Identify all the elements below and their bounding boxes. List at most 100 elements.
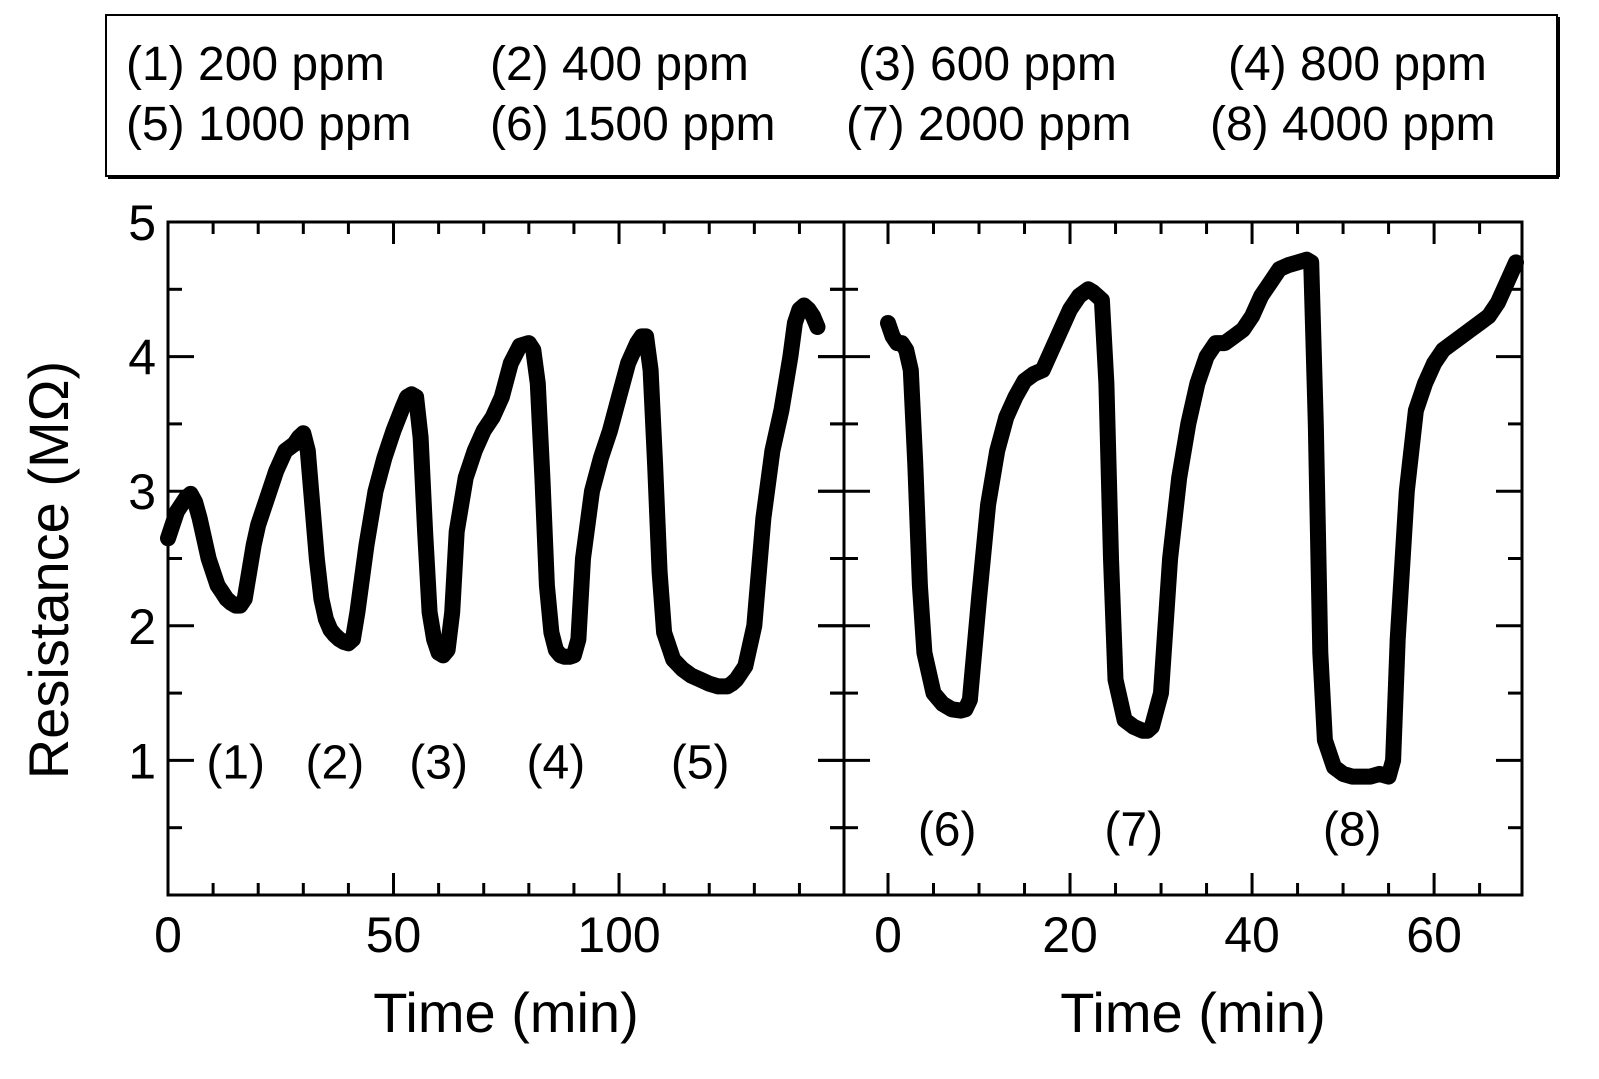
data-point — [1099, 376, 1114, 391]
data-point — [1172, 470, 1187, 485]
data-point — [386, 423, 401, 438]
concentration-label: (6) — [918, 804, 977, 857]
plot-frame-2 — [842, 220, 1524, 897]
data-point — [1381, 769, 1396, 784]
data-point — [188, 494, 203, 509]
data-point — [1481, 309, 1496, 324]
concentration-label: (4) — [527, 736, 586, 789]
data-point — [1044, 342, 1059, 357]
data-point — [278, 443, 293, 458]
data-point — [908, 457, 923, 472]
data-point — [422, 605, 437, 620]
data-point — [903, 363, 918, 378]
data-point — [1226, 329, 1241, 344]
data-point — [485, 410, 500, 425]
data-point — [675, 661, 690, 676]
data-point — [643, 363, 658, 378]
data-point — [1463, 322, 1478, 337]
data-point — [603, 423, 618, 438]
data-point — [999, 410, 1014, 425]
data-point — [1326, 760, 1341, 775]
data-point — [1490, 295, 1505, 310]
y-tick-label: 2 — [128, 599, 156, 655]
data-point — [165, 517, 180, 532]
legend-entry-7: (7) 2000 ppm — [846, 98, 1132, 151]
data-point — [810, 319, 825, 334]
data-point — [350, 605, 365, 620]
data-point — [621, 356, 636, 371]
data-point — [246, 538, 261, 553]
data-point — [566, 648, 581, 663]
data-point — [1063, 302, 1078, 317]
data-point — [1263, 275, 1278, 290]
data-point — [1163, 551, 1178, 566]
data-point — [756, 511, 771, 526]
data-point — [1103, 551, 1118, 566]
data-point — [237, 591, 252, 606]
data-point — [309, 551, 324, 566]
data-point — [1072, 289, 1087, 304]
data-point — [657, 625, 672, 640]
data-point — [1386, 753, 1401, 768]
data-point — [1472, 315, 1487, 330]
data-point — [639, 329, 654, 344]
data-point — [476, 423, 491, 438]
data-point — [526, 342, 541, 357]
data-point — [783, 349, 798, 364]
legend-entry-6: (6) 1500 ppm — [490, 98, 776, 151]
data-point — [1313, 645, 1328, 660]
data-point — [1181, 416, 1196, 431]
data-point — [1436, 342, 1451, 357]
data-point — [1390, 632, 1405, 647]
legend-entry-4: (4) 800 ppm — [1228, 38, 1487, 91]
data-point — [296, 426, 311, 441]
data-point — [1035, 363, 1050, 378]
data-point — [612, 389, 627, 404]
concentration-label: (2) — [306, 736, 365, 789]
data-point — [1144, 719, 1159, 734]
data-point — [1245, 309, 1260, 324]
data-point — [251, 517, 266, 532]
data-point — [899, 342, 914, 357]
plot-frame-1 — [166, 220, 846, 897]
data-point — [535, 470, 550, 485]
y-tick-label: 3 — [128, 464, 156, 520]
data-point — [912, 578, 927, 593]
x-tick-label: 0 — [154, 907, 182, 963]
x-tick-label: 20 — [1042, 907, 1098, 963]
concentration-label: (7) — [1104, 804, 1163, 857]
x-tick-label: 50 — [366, 907, 422, 963]
x-axis-title-2: Time (min) — [1060, 981, 1325, 1044]
data-point — [440, 643, 455, 658]
data-point — [1154, 686, 1169, 701]
data-point — [648, 457, 663, 472]
data-point — [1108, 672, 1123, 687]
data-point — [1417, 376, 1432, 391]
data-point — [503, 356, 518, 371]
data-point — [1427, 356, 1442, 371]
y-tick-label: 5 — [128, 195, 156, 251]
legend-entry-2: (2) 400 ppm — [490, 38, 749, 91]
data-point — [260, 490, 275, 505]
data-point — [917, 645, 932, 660]
data-point — [201, 551, 216, 566]
data-point — [345, 632, 360, 647]
data-point — [427, 632, 442, 647]
data-point — [530, 376, 545, 391]
x-tick-label: 40 — [1224, 907, 1280, 963]
data-point — [197, 531, 212, 546]
data-point — [1408, 403, 1423, 418]
legend-entry-8: (8) 4000 ppm — [1210, 98, 1496, 151]
data-point — [1399, 484, 1414, 499]
data-point — [544, 625, 559, 640]
data-point — [1317, 733, 1332, 748]
data-point — [1509, 255, 1523, 270]
data-series-line — [880, 251, 1524, 785]
data-point — [972, 591, 987, 606]
data-point — [300, 443, 315, 458]
x-tick-label: 60 — [1406, 907, 1462, 963]
data-point — [368, 484, 383, 499]
data-point — [1454, 329, 1469, 344]
